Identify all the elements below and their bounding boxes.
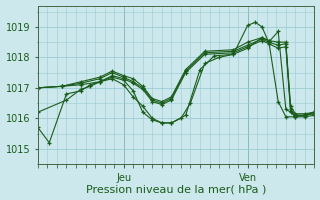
X-axis label: Pression niveau de la mer( hPa ): Pression niveau de la mer( hPa ) [86, 184, 266, 194]
